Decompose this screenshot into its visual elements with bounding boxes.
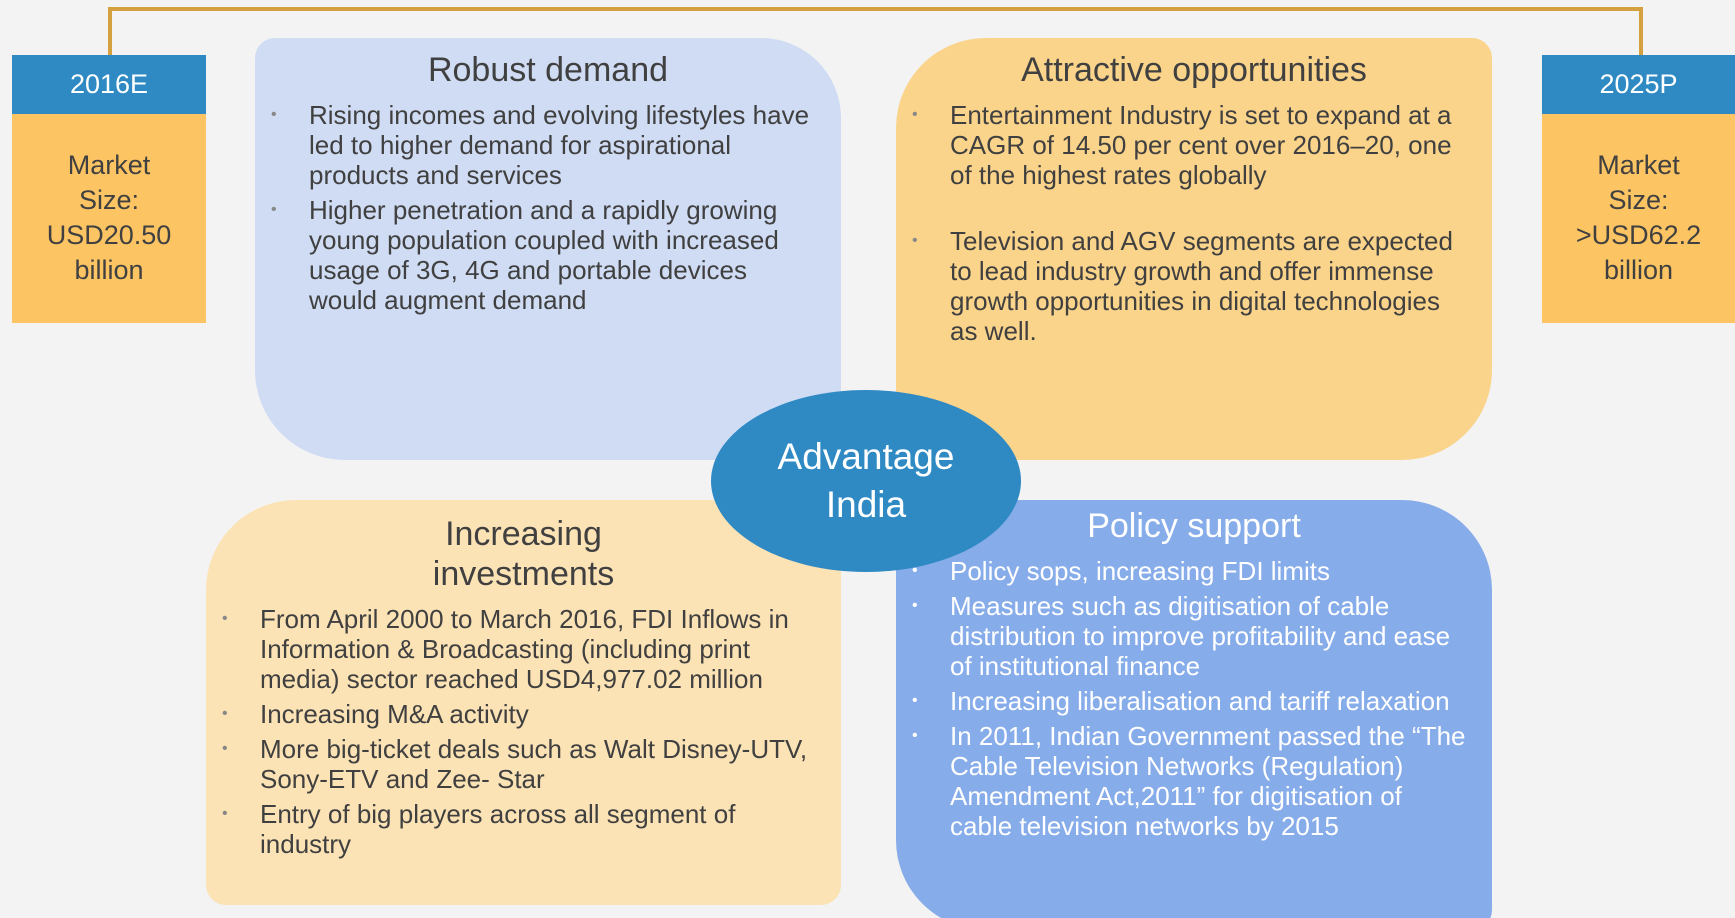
quadrant: Policy support Policy sops, increasing FD… — [896, 500, 1492, 918]
bullet-list: Entertainment Industry is set to expand … — [912, 100, 1468, 346]
end-text: Market Size: >USD62.2 billion — [1575, 150, 1702, 285]
start-text: Market Size: USD20.50 billion — [46, 150, 172, 285]
end-label: 2025P — [1542, 55, 1735, 114]
bullet: More big-ticket deals such as Walt Disne… — [222, 734, 817, 794]
bullet: Rising incomes and evolving lifestyles h… — [271, 100, 817, 190]
bullet: Television and AGV segments are expected… — [912, 226, 1468, 346]
end-box: Market Size: >USD62.2 billion — [1542, 114, 1735, 323]
bullet: Higher penetration and a rapidly growing… — [271, 195, 817, 315]
bullet: In 2011, Indian Government passed the “T… — [912, 721, 1468, 841]
bullet: Entertainment Industry is set to expand … — [912, 100, 1468, 190]
bullet-list: From April 2000 to March 2016, FDI Inflo… — [222, 604, 817, 859]
center-text: Advantage India — [777, 436, 955, 525]
bullet-list: Rising incomes and evolving lifestyles h… — [271, 100, 817, 315]
bullet-list: Policy sops, increasing FDI limits Measur… — [912, 556, 1468, 841]
quadrant: Increasing investments From April 2000 to… — [206, 500, 841, 905]
center-ellipse — [711, 390, 1021, 572]
center-badge — [711, 390, 1021, 572]
bullet: From April 2000 to March 2016, FDI Inflo… — [222, 604, 817, 694]
quadrant-title: Attractive opportunities — [1021, 51, 1367, 89]
bullet: Policy sops, increasing FDI limits — [912, 556, 1468, 586]
start-box: Market Size: USD20.50 billion — [12, 114, 206, 323]
quadrant-title: Robust demand — [427, 51, 669, 89]
bullet: Increasing liberalisation and tariff rel… — [912, 686, 1468, 716]
start-label: 2016E — [12, 55, 206, 114]
timeline-line — [108, 7, 1643, 56]
quadrant-title: Increasing investments — [432, 515, 615, 593]
quadrant-title: Policy support — [1087, 507, 1301, 545]
quadrant: Robust demand Rising incomes and evolving… — [255, 38, 841, 460]
bullet: Entry of big players across all segment … — [222, 799, 817, 859]
bullet: Increasing M&A activity — [222, 699, 817, 729]
quadrant: Attractive opportunities Entertainment In… — [896, 38, 1492, 460]
bullet: Measures such as digitisation of cable d… — [912, 591, 1468, 681]
